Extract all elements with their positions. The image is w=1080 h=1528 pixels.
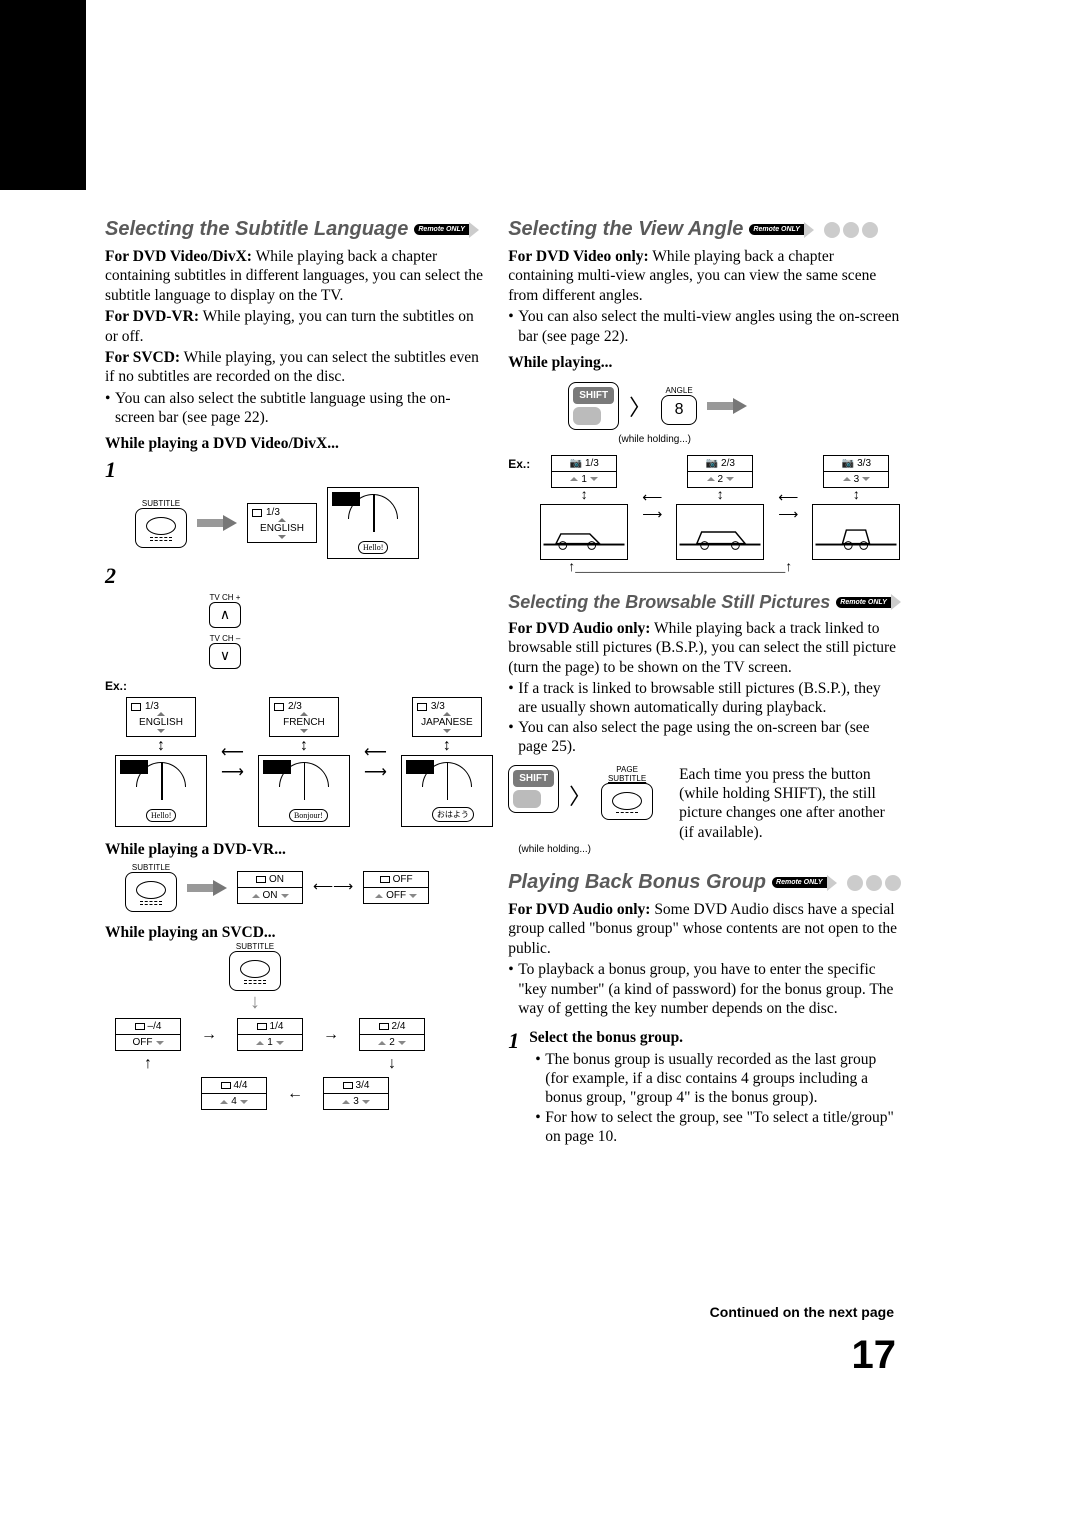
right-column: Selecting the View Angle Remote ONLY For… bbox=[508, 218, 901, 1147]
tvch-up-icon: ∧ bbox=[209, 602, 241, 628]
angle-ex-1: 📷1/31 ↕ bbox=[540, 455, 628, 560]
para-dvd-vr: For DVD-VR: While playing, you can turn … bbox=[105, 307, 484, 346]
color-dots-icon bbox=[847, 875, 901, 891]
step1-title: Select the bonus group. bbox=[529, 1028, 901, 1047]
vr-off-box: OFF OFF bbox=[363, 871, 429, 904]
page-content: Selecting the Subtitle Language Remote O… bbox=[105, 218, 895, 1147]
header-black-bar bbox=[0, 0, 86, 190]
arrow-right-icon bbox=[707, 398, 747, 414]
step-1: 1 bbox=[105, 457, 484, 483]
continued-note: Continued on the next page bbox=[710, 1304, 894, 1320]
subtitle-button: SUBTITLE bbox=[135, 499, 187, 548]
section-title-bonus: Playing Back Bonus Group Remote ONLY bbox=[508, 871, 901, 894]
shift-button-icon: SHIFT bbox=[568, 382, 619, 430]
bonus-step-1: 1 Select the bonus group. The bonus grou… bbox=[508, 1028, 901, 1146]
angle-examples: Ex.: 📷1/31 ↕ ⟵⟶ 📷2/32 ↕ ⟵⟶ bbox=[508, 451, 901, 560]
dvd-vr-diagram: SUBTITLE ON ON ⟵⟶ OFF OFF bbox=[125, 863, 484, 912]
badge-arrow-icon bbox=[827, 875, 837, 891]
badge-arrow-icon bbox=[891, 594, 901, 610]
car-scene-1-icon bbox=[540, 504, 628, 560]
step1-diagram: SUBTITLE 1/3 ENGLISH Hello! bbox=[135, 487, 484, 559]
angle-shift-diagram: SHIFT 〉 ANGLE 8 bbox=[568, 382, 901, 430]
page-subtitle-btn: PAGE SUBTITLE bbox=[601, 765, 653, 820]
subhead-dvd-vr: While playing a DVD-VR... bbox=[105, 841, 484, 859]
car-scene-3-icon bbox=[812, 504, 900, 560]
holding-note-2: (while holding...) bbox=[518, 844, 901, 855]
arrow-right-icon bbox=[187, 880, 227, 896]
para-bsp: For DVD Audio only: While playing back a… bbox=[508, 619, 901, 677]
angle-8-button-icon: 8 bbox=[661, 395, 697, 425]
arrow-right-icon bbox=[197, 515, 237, 531]
svcd-flow: –/4OFF → 1/41 → 2/42 ↑ ↓ 4/44 ← 3/43 bbox=[115, 1018, 484, 1110]
osd-box-1: 1/3 ENGLISH bbox=[247, 503, 317, 543]
para-dvd-video: For DVD Video/DivX: While playing back a… bbox=[105, 247, 484, 305]
step-2: 2 bbox=[105, 563, 484, 589]
subtitle-remote-btn-icon bbox=[135, 508, 187, 548]
bullet-angle-bar: You can also select the multi-view angle… bbox=[508, 307, 901, 346]
scene-thumb-1: Hello! bbox=[327, 487, 419, 559]
lang-examples: 1/3ENGLISH ↕ Hello! ⟵⟶ 2/3FRENCH ↕ Bonjo… bbox=[115, 697, 484, 827]
holding-note-1: (while holding...) bbox=[618, 434, 901, 445]
bullet-onscreen-bar: You can also select the subtitle languag… bbox=[105, 389, 484, 428]
lang-ex-3: 3/3JAPANESE ↕ おはよう bbox=[401, 697, 493, 827]
para-svcd: For SVCD: While playing, you can select … bbox=[105, 348, 484, 387]
bullet-bsp-auto: If a track is linked to browsable still … bbox=[508, 679, 901, 718]
step1-bullet-1: The bonus group is usually recorded as t… bbox=[535, 1050, 901, 1108]
angle-ex-3: 📷3/33 ↕ bbox=[812, 455, 900, 560]
remote-only-badge: Remote ONLY bbox=[749, 222, 814, 238]
tvch-buttons: TV CH + ∧ TV CH – ∨ bbox=[165, 593, 285, 669]
bullet-bonus-key: To playback a bonus group, you have to e… bbox=[508, 960, 901, 1018]
title-text: Selecting the Subtitle Language bbox=[105, 218, 408, 241]
section-title-subtitle: Selecting the Subtitle Language Remote O… bbox=[105, 218, 484, 241]
lang-ex-1: 1/3ENGLISH ↕ Hello! bbox=[115, 697, 207, 827]
para-angle: For DVD Video only: While playing back a… bbox=[508, 247, 901, 305]
subtitle-btn-vr-icon bbox=[125, 872, 177, 912]
ex-label-1: Ex.: bbox=[105, 679, 484, 693]
lang-ex-2: 2/3FRENCH ↕ Bonjour! bbox=[258, 697, 350, 827]
left-column: Selecting the Subtitle Language Remote O… bbox=[105, 218, 484, 1147]
step1-bullet-2: For how to select the group, see "To sel… bbox=[535, 1108, 901, 1147]
tvch-down-icon: ∨ bbox=[209, 643, 241, 669]
section-title-bsp: Selecting the Browsable Still Pictures R… bbox=[508, 592, 901, 613]
angle-ex-2: 📷2/32 ↕ bbox=[676, 455, 764, 560]
bullet-bsp-bar: You can also select the page using the o… bbox=[508, 718, 901, 757]
svcd-subtitle-btn: SUBTITLE ↓ bbox=[185, 942, 325, 1014]
bsp-diagram: SHIFT 〉 PAGE SUBTITLE Each time you pres… bbox=[508, 765, 901, 845]
section-title-angle: Selecting the View Angle Remote ONLY bbox=[508, 218, 901, 241]
vr-on-box: ON ON bbox=[237, 871, 303, 904]
badge-arrow-icon bbox=[469, 222, 479, 238]
subtitle-btn-svcd-icon bbox=[229, 951, 281, 991]
badge-arrow-icon bbox=[804, 222, 814, 238]
subhead-dvd-video: While playing a DVD Video/DivX... bbox=[105, 435, 484, 453]
para-bonus: For DVD Audio only: Some DVD Audio discs… bbox=[508, 900, 901, 958]
subhead-angle-playing: While playing... bbox=[508, 354, 901, 372]
color-dots-icon bbox=[824, 222, 878, 238]
page-remote-btn-icon bbox=[601, 783, 653, 820]
shift-button-bsp-icon: SHIFT bbox=[508, 765, 559, 813]
remote-only-badge: Remote ONLY bbox=[414, 222, 479, 238]
subhead-svcd: While playing an SVCD... bbox=[105, 924, 484, 942]
bsp-explain: Each time you press the button (while ho… bbox=[679, 765, 901, 843]
page-number: 17 bbox=[852, 1333, 897, 1378]
car-scene-2-icon bbox=[676, 504, 764, 560]
